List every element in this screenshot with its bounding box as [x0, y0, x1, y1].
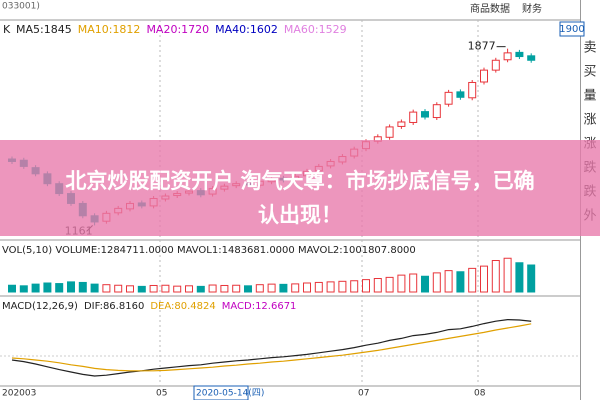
date-label: 202003 [2, 389, 36, 399]
volume-bar [267, 283, 276, 293]
banner-text: 北京炒股配资开户 淘气天尊：市场抄底信号，已确 [65, 169, 534, 193]
volume-bar [421, 275, 429, 293]
volume-bar [491, 260, 500, 293]
volume-bar [409, 273, 418, 293]
banner [0, 140, 600, 236]
candle-body [421, 111, 429, 118]
candle-body [515, 51, 524, 58]
volume-bar [126, 285, 134, 293]
volume-bar [338, 280, 347, 293]
ma-label: MA20:1720 [146, 23, 209, 36]
sidebar-item: 涨 [583, 113, 596, 128]
vol-label: VOL(5,10) VOLUME:1284711.0000 MAVOL1:148… [2, 245, 416, 256]
ma-label: MA10:1812 [78, 23, 141, 36]
volume-bar [527, 264, 536, 293]
volume-bar [303, 282, 311, 293]
volume-bar [114, 284, 123, 293]
volume-bar [19, 285, 28, 293]
sidebar-item: 买 [583, 65, 596, 80]
volume-bar [161, 284, 170, 293]
volume-bar [67, 281, 75, 293]
k-label: K [3, 23, 11, 36]
volume-bar [8, 284, 16, 293]
date-label: 07 [358, 389, 369, 399]
volume-bar [31, 283, 40, 293]
date-box [193, 385, 249, 400]
volume-bar [350, 280, 359, 293]
price-box-text: 1900 [559, 24, 584, 35]
candle-body [385, 126, 394, 138]
volume-bar [291, 283, 300, 293]
volume-bar [220, 284, 229, 293]
candle-body [432, 104, 441, 119]
ma-label: MA40:1602 [215, 23, 278, 36]
volume-bar [102, 284, 111, 293]
volume-bar [385, 276, 394, 293]
candle-body [480, 69, 488, 83]
macd-line [11, 323, 532, 372]
volume-bar [244, 285, 252, 293]
sidebar-item: 量 [583, 89, 596, 104]
volume-bar [196, 285, 205, 293]
candle-body [409, 111, 418, 123]
volume-bar [444, 270, 453, 293]
volume-bar [232, 284, 241, 293]
volume-bar [456, 271, 465, 293]
volume-bar [480, 265, 488, 293]
date-label: 08 [474, 389, 486, 399]
ma-label: MA60:1529 [284, 23, 347, 36]
macd-label: MACD:12.6671 [222, 301, 297, 312]
volume-bar [185, 285, 193, 293]
date-label: 2020-05-14(四) [196, 389, 264, 399]
macd-label: DEA:80.4824 [150, 301, 215, 312]
volume-bar [314, 281, 323, 293]
volume-bar [149, 284, 158, 293]
volume-bar [373, 278, 382, 293]
volume-bar [362, 279, 370, 293]
banner-text: 认出现！ [258, 203, 342, 227]
candle-body [456, 91, 465, 98]
volume-bar [55, 283, 64, 293]
volume-bar [279, 283, 288, 293]
tab[interactable]: 商品数据 [470, 2, 510, 15]
candle-body [397, 121, 406, 127]
volume-bar [503, 257, 512, 293]
tab[interactable]: 财务 [522, 2, 542, 15]
high-label: 1877 [468, 40, 496, 53]
candle-body [503, 52, 512, 61]
code: 033001) [2, 2, 40, 12]
candle-body [491, 59, 500, 71]
volume-bar [137, 285, 146, 293]
ma-label: MA5:1845 [16, 23, 72, 36]
candle-body [527, 55, 536, 61]
volume-bar [208, 284, 217, 293]
volume-bar [515, 262, 524, 293]
volume-bar [468, 267, 477, 293]
volume-bar [173, 285, 182, 293]
candle-body [444, 91, 453, 105]
sidebar-item: 卖 [583, 41, 596, 56]
volume-bar [90, 283, 99, 293]
volume-bar [43, 282, 52, 293]
volume-bar [326, 281, 335, 293]
candle-body [468, 81, 477, 99]
macd-line [11, 318, 532, 377]
macd-label: MACD(12,26,9) [2, 301, 78, 312]
price-box [559, 21, 585, 37]
macd-label: DIF:86.8160 [84, 301, 144, 312]
volume-bar [255, 284, 264, 293]
volume-bar [397, 274, 406, 293]
volume-bar [78, 281, 87, 293]
date-label: 05 [156, 389, 167, 399]
volume-bar [432, 272, 441, 293]
